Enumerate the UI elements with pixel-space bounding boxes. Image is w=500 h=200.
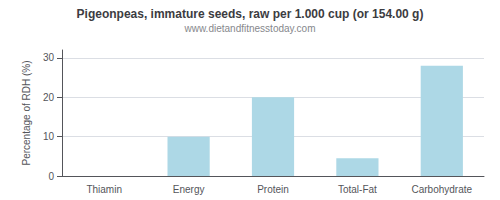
- svg-text:Thiamin: Thiamin: [86, 184, 122, 195]
- svg-text:10: 10: [43, 131, 55, 142]
- svg-text:0: 0: [48, 171, 54, 182]
- svg-text:Percentage of RDH (%): Percentage of RDH (%): [21, 60, 32, 165]
- svg-text:Protein: Protein: [257, 184, 289, 195]
- svg-text:Total-Fat: Total-Fat: [338, 184, 377, 195]
- svg-text:Energy: Energy: [173, 184, 205, 195]
- svg-text:30: 30: [43, 52, 55, 63]
- svg-text:20: 20: [43, 92, 55, 103]
- svg-text:Pigeonpeas, immature seeds, ra: Pigeonpeas, immature seeds, raw per 1.00…: [77, 7, 424, 21]
- svg-text:Carbohydrate: Carbohydrate: [412, 184, 473, 195]
- svg-text:www.dietandfitnesstoday.com: www.dietandfitnesstoday.com: [184, 23, 316, 34]
